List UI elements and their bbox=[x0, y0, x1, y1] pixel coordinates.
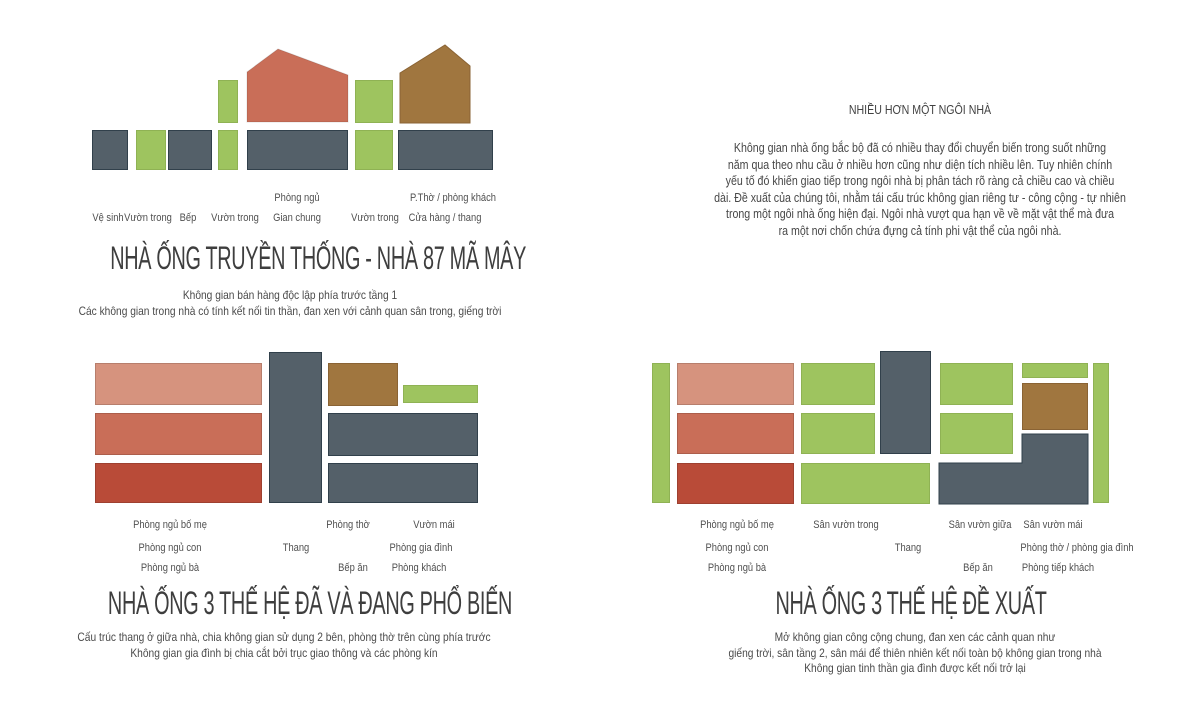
block-phong-ngu-con bbox=[95, 413, 262, 455]
label-cua-hang-thang: Cửa hàng / thang bbox=[408, 212, 482, 224]
label-phong-ngu-ba: Phòng ngủ bà bbox=[140, 562, 200, 574]
intro-line1: Không gian nhà ống bắc bộ đã có nhiều th… bbox=[733, 141, 1107, 155]
subtitle-traditional-line2: Các không gian trong nhà có tính kết nối… bbox=[78, 303, 502, 318]
block-phong-khach bbox=[328, 463, 478, 503]
block-bep bbox=[168, 130, 212, 170]
block-san-vuon-mai bbox=[1022, 363, 1088, 378]
label-phong-ngu-con: Phòng ngủ con bbox=[705, 542, 769, 554]
label-p-tho-phong-khach: P.Thờ / phòng khách bbox=[409, 192, 497, 204]
block-vuon-trong-3 bbox=[355, 130, 393, 170]
label-ve-sinh: Vệ sinh bbox=[92, 212, 124, 224]
block-gian-chung bbox=[247, 130, 348, 170]
label-san-vuon-giua: Sân vườn giữa bbox=[948, 519, 1012, 531]
label-phong-tho: Phòng thờ bbox=[326, 519, 370, 531]
label-phong-ngu-bo-me: Phòng ngủ bố mẹ bbox=[700, 519, 774, 531]
intro-line5: trong một ngôi nhà ống hiện đại. Ngôi nh… bbox=[726, 207, 1114, 222]
block-cua-hang-thang bbox=[398, 130, 493, 170]
block-thang bbox=[269, 352, 322, 503]
block-phong-gia-dinh bbox=[328, 413, 478, 456]
label-thang: Thang bbox=[894, 542, 922, 554]
label-san-vuon-trong: Sân vườn trong bbox=[813, 519, 879, 531]
subtitle-proposed-line2: giếng trời, sân tầng 2, sân mái để thiên… bbox=[728, 645, 1102, 660]
block-san-vuon-trong-2 bbox=[801, 413, 875, 454]
title-common-3gen: NHÀ ỐNG 3 THẾ HỆ ĐÃ VÀ ĐANG PHỔ BIẾN bbox=[107, 585, 513, 621]
label-phong-khach: Phòng khách bbox=[391, 562, 447, 574]
label-bep-an: Bếp ăn bbox=[963, 562, 993, 574]
label-san-vuon-mai: Sân vườn mái bbox=[1023, 519, 1083, 531]
subtitle-proposed-line3: Không gian tinh thần gia đình được kết n… bbox=[804, 661, 1026, 675]
label-bep-an: Bếp ăn bbox=[338, 562, 368, 574]
block-ve-sinh bbox=[92, 130, 128, 170]
block-phong-ngu-bo-me bbox=[95, 363, 262, 405]
label-phong-ngu-con: Phòng ngủ con bbox=[138, 542, 202, 554]
label-vuon-trong-1: Vườn trong bbox=[124, 212, 172, 224]
label-phong-gia-dinh: Phòng gia đình bbox=[389, 542, 453, 554]
block-phong-ngu-ba bbox=[677, 463, 794, 504]
block-phong-ngu-ba bbox=[95, 463, 262, 503]
block-phong-tho-gia-dinh bbox=[1022, 383, 1088, 430]
label-vuon-mai: Vườn mái bbox=[413, 519, 455, 531]
block-vuon-trong-2 bbox=[218, 130, 238, 170]
label-phong-tho-phong-gia-dinh: Phòng thờ / phòng gia đình bbox=[1020, 542, 1134, 554]
subtitle-traditional-line1: Không gian bán hàng độc lập phía trước t… bbox=[182, 288, 398, 302]
label-phong-ngu: Phòng ngủ bbox=[274, 192, 320, 204]
block-san-vuon-giua-1 bbox=[940, 363, 1013, 405]
label-phong-tiep-khach: Phòng tiếp khách bbox=[1021, 562, 1095, 574]
subtitle-traditional: Không gian bán hàng độc lập phía trước t… bbox=[44, 288, 537, 319]
intro-line3: yếu tố đó khiến giao tiếp trong ngôi nhà… bbox=[725, 174, 1115, 189]
block-san-vuon-giua-2 bbox=[940, 413, 1013, 454]
label-phong-ngu-bo-me: Phòng ngủ bố mẹ bbox=[133, 519, 207, 531]
intro-paragraph: Không gian nhà ống bắc bộ đã có nhiều th… bbox=[682, 140, 1158, 240]
intro-line6: ra một nơi chốn chứa đựng cả tính phi vậ… bbox=[778, 223, 1062, 238]
block-vuon-trong-upper-1 bbox=[218, 80, 238, 123]
intro-title: NHIỀU HƠN MỘT NGÔI NHÀ bbox=[848, 103, 992, 117]
block-vuon-trong-upper-2 bbox=[355, 80, 393, 123]
block-vuon-mai bbox=[403, 385, 478, 403]
title-traditional: NHÀ ỐNG TRUYỀN THỐNG - NHÀ 87 MÃ MÂY bbox=[110, 240, 527, 276]
block-san-vuon-trong-3 bbox=[801, 463, 930, 504]
block-thang bbox=[880, 351, 931, 454]
subtitle-common-line2: Không gian gia đình bị chia cắt bởi trục… bbox=[130, 645, 438, 660]
label-bep: Bếp bbox=[179, 212, 197, 224]
intro-line4: dài. Đề xuất của chúng tôi, nhằm tái cấu… bbox=[714, 190, 1126, 205]
house-phong-ngu-icon bbox=[246, 48, 349, 123]
house-p-tho-icon bbox=[399, 44, 471, 124]
subtitle-common-line1: Cấu trúc thang ở giữa nhà, chia không gi… bbox=[77, 630, 491, 644]
label-phong-ngu-ba: Phòng ngủ bà bbox=[707, 562, 767, 574]
subtitle-common-3gen: Cấu trúc thang ở giữa nhà, chia không gi… bbox=[43, 630, 526, 661]
label-vuon-trong-2: Vườn trong bbox=[211, 212, 259, 224]
block-phong-ngu-con bbox=[677, 413, 794, 454]
block-phong-tho bbox=[328, 363, 398, 406]
label-gian-chung: Gian chung bbox=[273, 212, 321, 224]
block-phong-tiep-khach-lshape bbox=[938, 433, 1089, 505]
label-thang: Thang bbox=[282, 542, 310, 554]
title-proposed-3gen: NHÀ ỐNG 3 THẾ HỆ ĐỀ XUẤT bbox=[775, 585, 1047, 621]
intro-line2: năm qua theo nhu cầu ở nhiều hơn cũng nh… bbox=[727, 157, 1113, 172]
block-green-strip-right bbox=[1093, 363, 1109, 503]
block-phong-ngu-bo-me bbox=[677, 363, 794, 405]
label-vuon-trong-3: Vườn trong bbox=[351, 212, 399, 224]
block-san-vuon-trong-1 bbox=[801, 363, 875, 405]
subtitle-proposed-3gen: Mở không gian công cộng chung, đan xen c… bbox=[677, 630, 1153, 677]
block-green-strip-left bbox=[652, 363, 670, 503]
subtitle-proposed-line1: Mở không gian công cộng chung, đan xen c… bbox=[774, 630, 1056, 644]
block-vuon-trong-1 bbox=[136, 130, 166, 170]
